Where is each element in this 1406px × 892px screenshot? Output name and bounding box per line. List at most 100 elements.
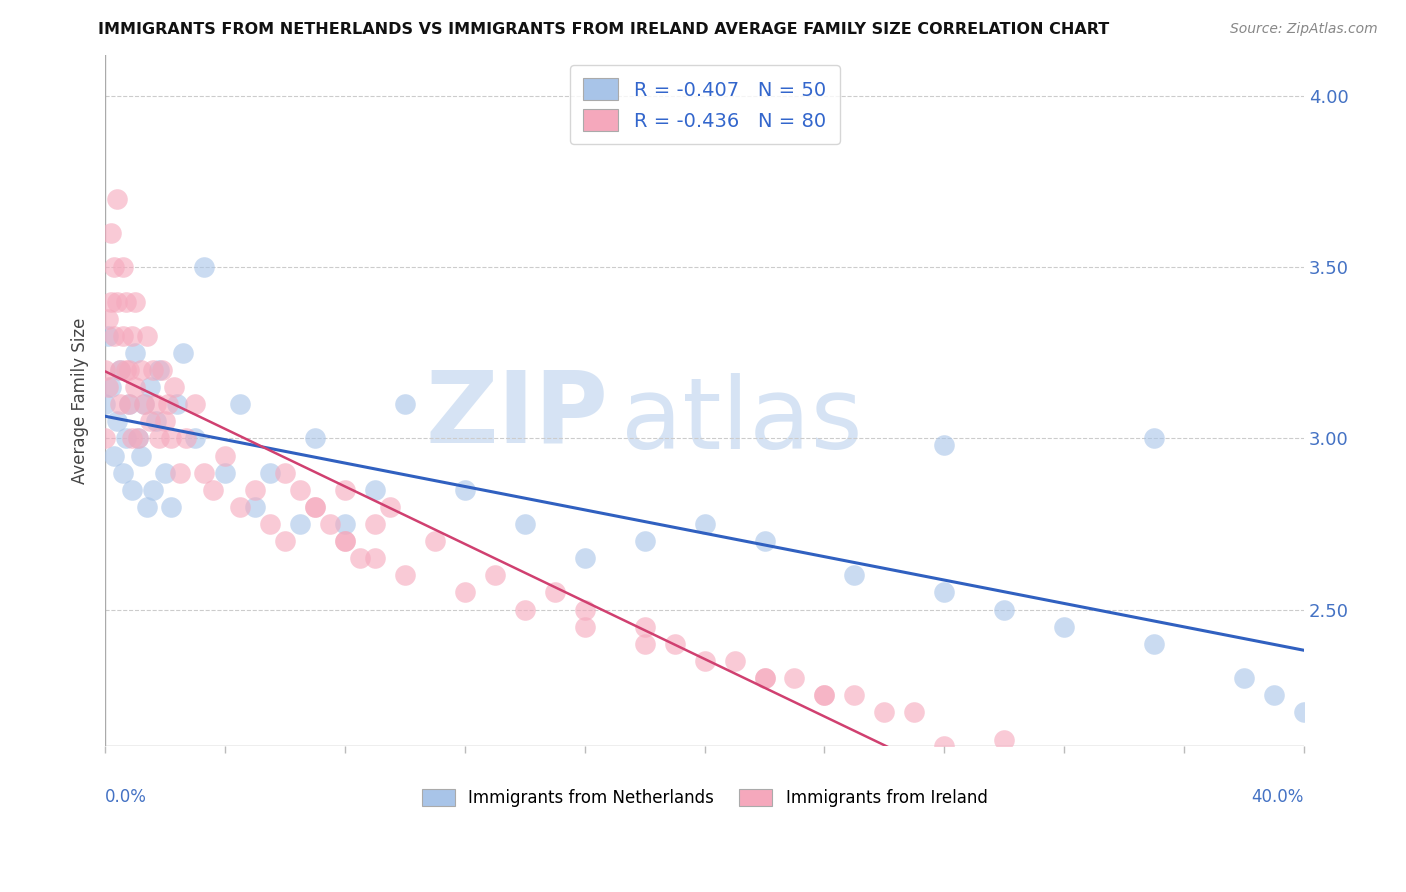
Text: IMMIGRANTS FROM NETHERLANDS VS IMMIGRANTS FROM IRELAND AVERAGE FAMILY SIZE CORRE: IMMIGRANTS FROM NETHERLANDS VS IMMIGRANT… (98, 22, 1109, 37)
Point (134, 397, 156, 411)
Point (454, 585, 477, 599)
Point (100, 380, 122, 394)
Text: ZIP: ZIP (426, 366, 609, 463)
Point (184, 397, 207, 411)
Point (127, 432, 149, 446)
Point (214, 449, 236, 463)
Point (174, 432, 197, 446)
Point (633, 637, 655, 651)
Point (394, 568, 416, 582)
Text: Source: ZipAtlas.com: Source: ZipAtlas.com (1230, 22, 1378, 37)
Text: 40.0%: 40.0% (1251, 788, 1303, 805)
Point (134, 397, 156, 411)
Point (288, 516, 311, 531)
Point (115, 363, 138, 377)
Point (100, 294, 122, 309)
Point (1143, 432, 1166, 446)
Point (105, 414, 128, 428)
Point (94, 397, 117, 411)
Point (243, 500, 266, 514)
Point (145, 397, 167, 411)
Point (993, 602, 1015, 616)
Point (993, 732, 1015, 747)
Point (124, 294, 146, 309)
Point (259, 516, 281, 531)
Point (333, 534, 356, 549)
Point (754, 671, 776, 685)
Point (169, 466, 191, 480)
Point (664, 637, 686, 651)
Point (333, 516, 356, 531)
Point (934, 739, 956, 754)
Point (139, 380, 162, 394)
Point (157, 397, 180, 411)
Point (1263, 688, 1285, 702)
Point (813, 688, 835, 702)
Point (378, 500, 401, 514)
Point (783, 671, 806, 685)
Point (129, 363, 152, 377)
Point (145, 414, 167, 428)
Point (304, 500, 326, 514)
Point (115, 294, 138, 309)
Point (160, 500, 183, 514)
Point (693, 516, 716, 531)
Point (121, 328, 143, 343)
Point (105, 294, 128, 309)
Point (124, 380, 146, 394)
Point (108, 363, 131, 377)
Point (112, 466, 135, 480)
Point (813, 688, 835, 702)
Text: 0.0%: 0.0% (105, 788, 148, 805)
Point (108, 397, 131, 411)
Point (754, 534, 776, 549)
Point (873, 705, 896, 719)
Point (1292, 705, 1315, 719)
Point (1233, 671, 1256, 685)
Point (574, 551, 596, 566)
Point (136, 500, 159, 514)
Text: atlas: atlas (620, 373, 862, 470)
Point (304, 432, 326, 446)
Point (364, 483, 387, 497)
Point (100, 226, 122, 240)
Point (129, 449, 152, 463)
Point (108, 363, 131, 377)
Point (103, 260, 125, 275)
Point (274, 466, 297, 480)
Point (148, 432, 170, 446)
Point (333, 534, 356, 549)
Point (142, 483, 165, 497)
Point (118, 363, 141, 377)
Legend: R = -0.407   N = 50, R = -0.436   N = 80: R = -0.407 N = 50, R = -0.436 N = 80 (569, 65, 839, 145)
Point (288, 483, 311, 497)
Point (150, 363, 173, 377)
Point (454, 483, 477, 497)
Point (304, 500, 326, 514)
Point (142, 363, 165, 377)
Point (112, 260, 135, 275)
Point (115, 432, 138, 446)
Point (259, 466, 281, 480)
Point (1053, 620, 1076, 634)
Point (163, 380, 186, 394)
Point (364, 516, 387, 531)
Point (274, 534, 297, 549)
Point (153, 466, 176, 480)
Point (423, 534, 446, 549)
Point (333, 483, 356, 497)
Point (319, 516, 342, 531)
Point (166, 397, 188, 411)
Point (97, 328, 120, 343)
Point (633, 620, 655, 634)
Point (1143, 637, 1166, 651)
Point (754, 671, 776, 685)
Point (574, 602, 596, 616)
Point (148, 363, 170, 377)
Point (202, 483, 225, 497)
Point (112, 328, 135, 343)
Point (97, 380, 120, 394)
Point (153, 414, 176, 428)
Point (394, 397, 416, 411)
Point (105, 192, 128, 206)
